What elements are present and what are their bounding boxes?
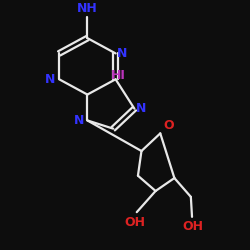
Text: N: N: [74, 114, 84, 127]
Text: N: N: [45, 73, 56, 86]
Text: OH: OH: [183, 220, 204, 234]
Text: N: N: [136, 102, 146, 115]
Text: HI: HI: [111, 69, 126, 82]
Text: NH: NH: [77, 2, 98, 15]
Text: OH: OH: [124, 216, 145, 229]
Text: N: N: [117, 47, 127, 60]
Text: O: O: [164, 119, 174, 132]
